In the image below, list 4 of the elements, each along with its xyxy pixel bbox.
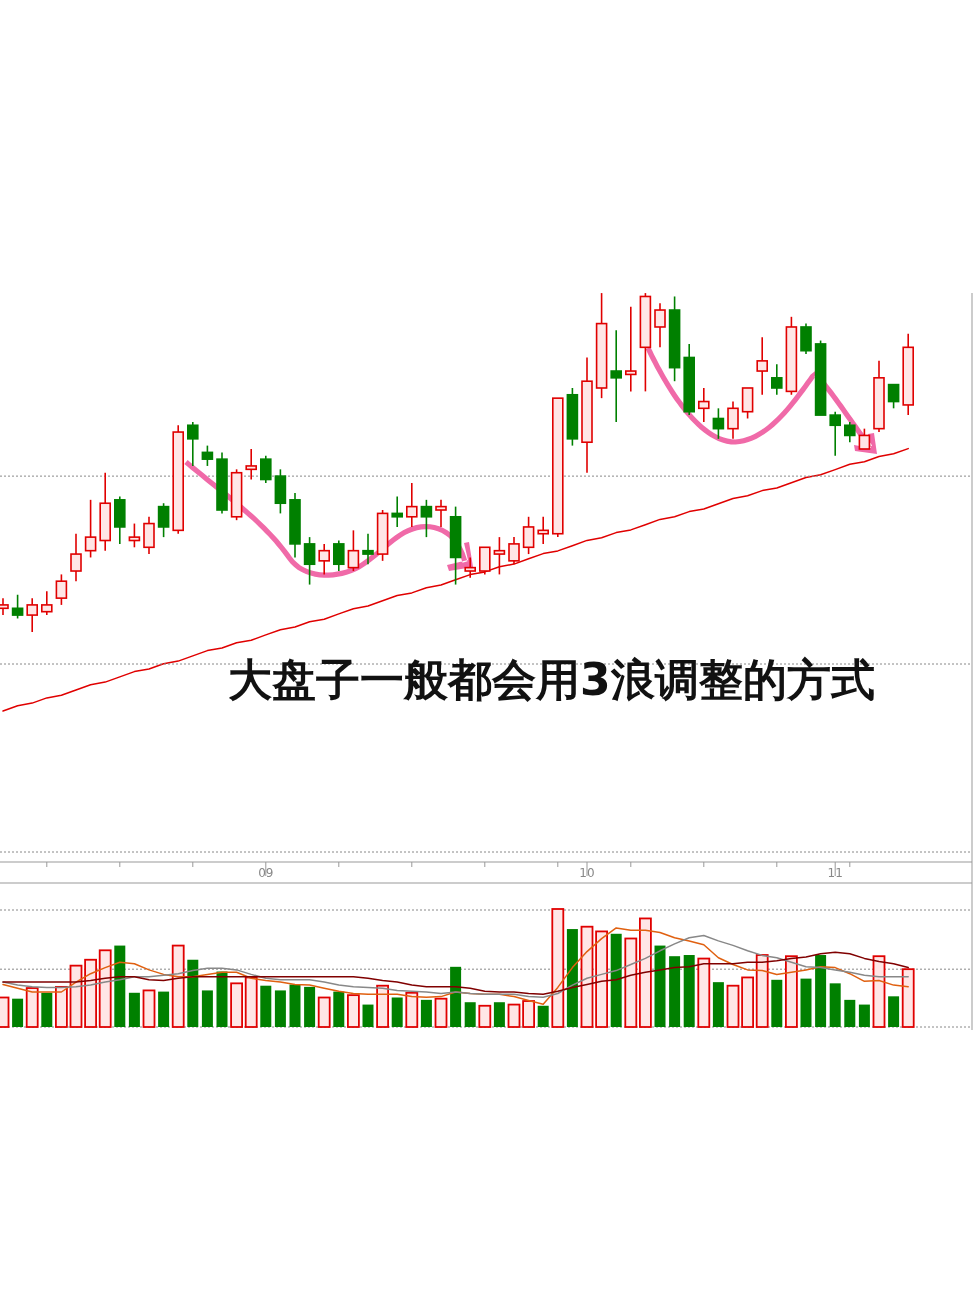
x-tick-label: 09 xyxy=(258,866,274,880)
x-tick-label: 10 xyxy=(579,866,595,880)
x-tick-label: 11 xyxy=(827,866,843,880)
annotation: 大盘子一般都会用3浪调整的方式 xyxy=(228,654,875,705)
